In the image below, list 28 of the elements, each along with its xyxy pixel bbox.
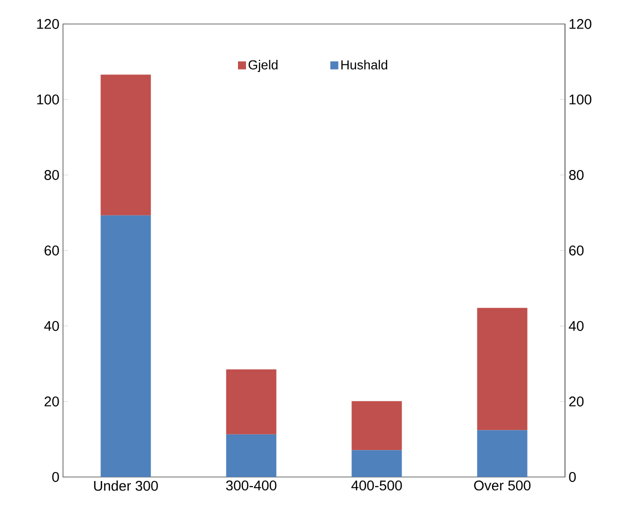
x-tick-label: Under 300 <box>94 480 158 491</box>
bar <box>100 215 151 477</box>
y-tick-label: 100 <box>37 94 59 104</box>
y2-tick-label: 40 <box>568 321 584 331</box>
y-tick-label: 0 <box>52 472 59 482</box>
y2-tick-label: 60 <box>569 246 584 256</box>
x-tick-label: 300-400 <box>226 480 276 490</box>
y2-tick-label: 20 <box>569 396 584 406</box>
y-tick-label: 80 <box>44 170 59 180</box>
x-tick-label: Over 500 <box>474 480 530 490</box>
legend-label: Gjeld <box>248 60 278 72</box>
x-tick-label: 400-500 <box>351 480 402 490</box>
bar <box>352 401 402 450</box>
bar <box>100 74 151 216</box>
y-tick-label: 120 <box>37 19 59 29</box>
y-tick-label: 40 <box>44 321 59 331</box>
bar <box>352 450 402 477</box>
y2-tick-label: 120 <box>570 19 592 29</box>
y-tick-label: 60 <box>44 246 59 256</box>
bar <box>226 369 276 434</box>
y2-tick-label: 0 <box>569 472 576 482</box>
legend-label: Hushald <box>341 60 388 70</box>
bar <box>477 308 528 430</box>
bar <box>477 430 528 477</box>
bar <box>226 434 276 477</box>
y2-tick-label: 100 <box>570 94 592 104</box>
y-tick-label: 20 <box>44 396 59 406</box>
y2-tick-label: 80 <box>569 170 584 180</box>
